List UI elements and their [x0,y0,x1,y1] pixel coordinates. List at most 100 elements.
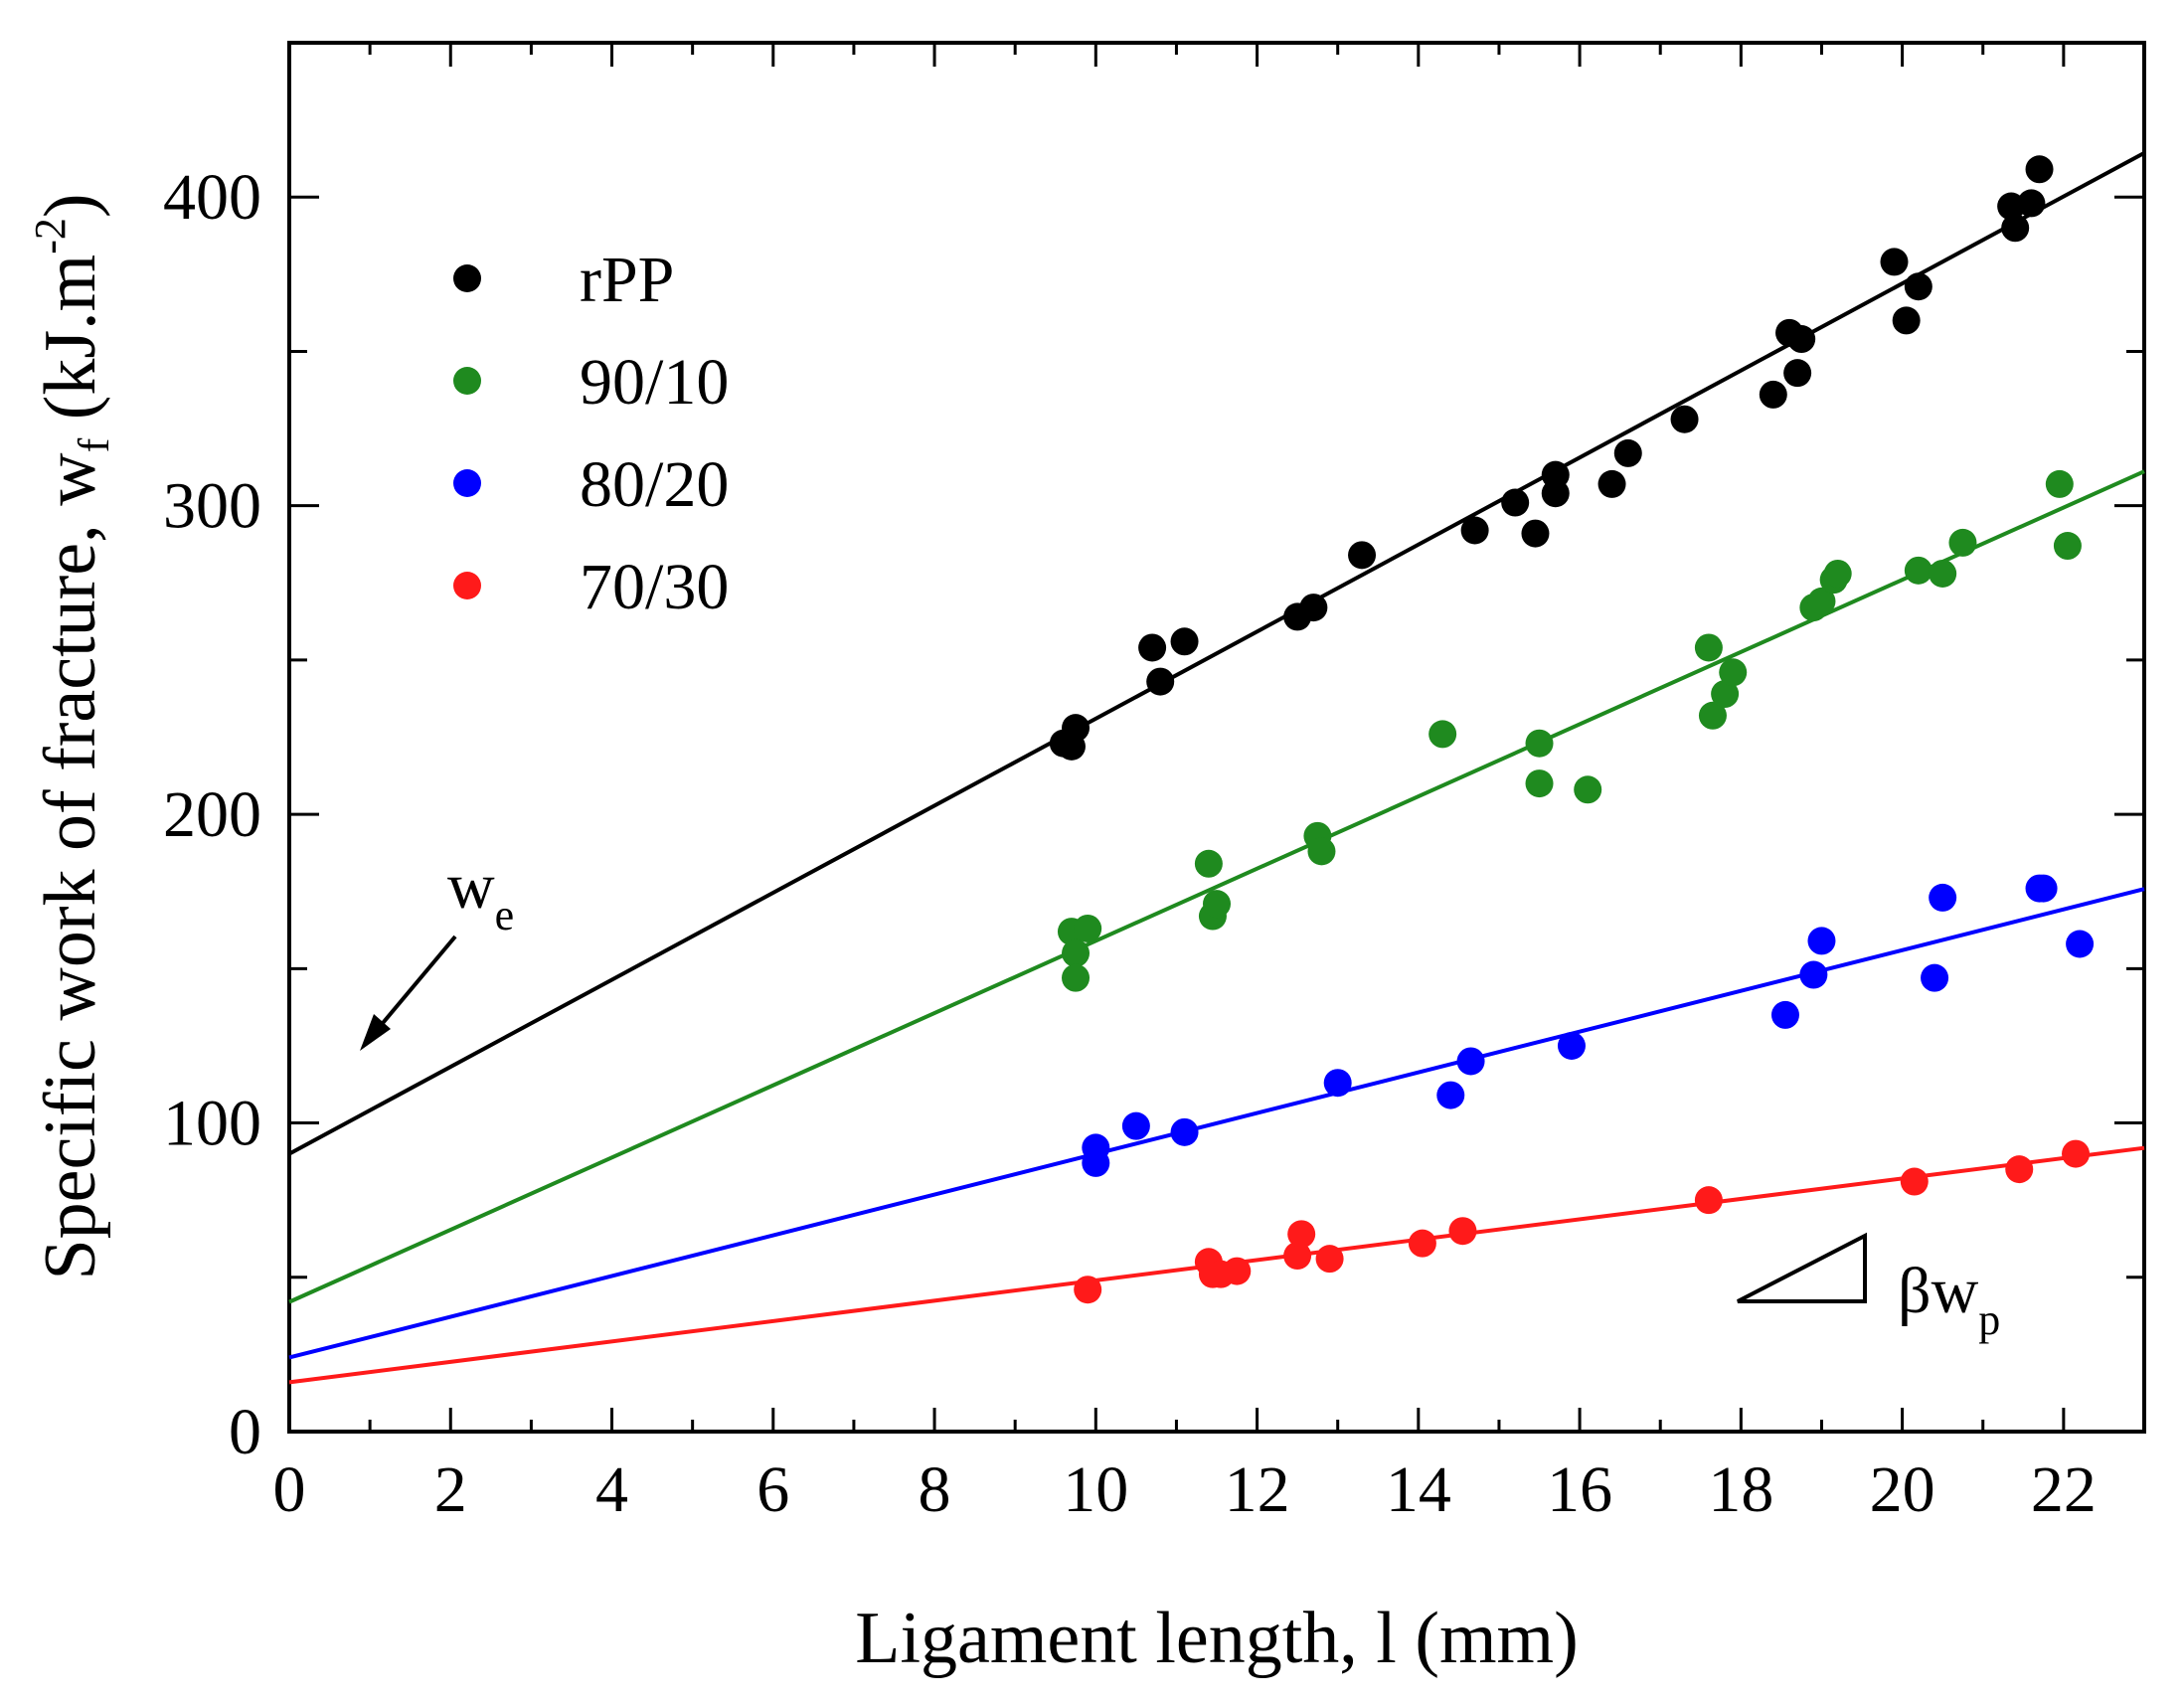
point-rpp-27 [2025,155,2054,184]
x-tick-label-10: 10 [1063,1453,1128,1526]
slope-label: βwp [1898,1255,2000,1344]
annotation-we: we [360,850,514,1051]
point-rpp-8 [1348,541,1377,570]
legend: rPP 90/10 80/20 70/30 [453,244,729,623]
legend-marker-80-20 [453,469,481,497]
tick-labels: 0 2 4 6 8 10 12 14 16 18 20 22 0 100 200 300 400 [163,161,2097,1526]
point-rpp-22 [1892,306,1921,335]
y-tick-label-200: 200 [163,778,261,851]
point-90-10-22 [1929,559,1957,588]
point-rpp-23 [1904,272,1932,301]
point-rpp-7 [1299,594,1328,622]
point-rpp-20 [1787,325,1816,354]
point-80-20-4 [1323,1069,1352,1098]
x-tick-label-8: 8 [919,1453,951,1526]
point-90-10-16 [1719,658,1748,687]
point-80-20-8 [1770,1000,1799,1029]
point-90-10-11 [1525,769,1554,798]
we-label-main: w [447,850,495,923]
point-90-10-21 [1904,556,1932,585]
point-90-10-25 [2053,532,2082,561]
we-label-sub: e [495,891,515,939]
point-rpp-21 [1880,248,1909,276]
point-80-20-9 [1799,960,1828,989]
point-90-10-2 [1062,963,1091,992]
x-tick-label-12: 12 [1225,1453,1290,1526]
point-90-10-8 [1307,837,1336,866]
y-axis-title-sub: f [70,437,118,452]
point-rpp-4 [1146,667,1175,696]
we-arrow-shaft [371,935,457,1037]
point-rpp-19 [1783,359,1812,388]
point-rpp-16 [1670,405,1699,433]
point-rpp-13 [1541,460,1570,489]
y-axis-title-sup: -2 [26,218,75,255]
point-70-30-9 [1448,1217,1477,1246]
point-rpp-10 [1501,488,1530,517]
x-tick-label-18: 18 [1708,1453,1773,1526]
point-70-30-12 [2005,1155,2034,1184]
point-90-10-24 [2045,469,2074,498]
fit-lines [288,151,2145,1385]
point-80-20-14 [2029,874,2058,903]
point-90-10-23 [1948,528,1977,557]
y-axis-title-main: Specific work of fracture, w [30,452,111,1280]
legend-marker-90-10 [453,367,481,395]
x-tick-label-6: 6 [756,1453,789,1526]
legend-label-80-20: 80/20 [580,448,729,521]
point-90-10-14 [1698,701,1727,730]
point-70-30-5 [1283,1242,1312,1271]
point-rpp-26 [2017,189,2046,218]
fit-line-90-10 [288,469,2145,1304]
point-70-30-8 [1408,1229,1436,1258]
point-90-10-15 [1711,680,1740,709]
point-90-10-20 [1823,559,1852,588]
y-axis-title-close: ) [30,193,111,218]
y-axis-title-units: (kJ.m [30,255,111,438]
point-rpp-2 [1057,732,1086,761]
point-90-10-3 [1074,914,1102,942]
we-arrow-head [360,1014,391,1051]
y-axis-title: Specific work of fracture, wf (kJ.m-2) [26,193,118,1279]
point-80-20-2 [1121,1111,1150,1140]
y-tick-label-0: 0 [229,1396,261,1468]
point-90-10-1 [1062,938,1091,967]
point-70-30-6 [1287,1220,1316,1249]
fit-line-rpp [288,151,2145,1156]
plot-frame [287,41,2146,1434]
point-90-10-12 [1574,775,1602,804]
point-80-20-3 [1170,1117,1199,1146]
slope-label-prefix: β [1898,1255,1932,1327]
point-70-30-10 [1694,1186,1723,1215]
x-tick-label-16: 16 [1547,1453,1612,1526]
data-points [1049,155,2095,1304]
point-80-20-15 [2066,930,2095,958]
point-80-20-7 [1557,1031,1586,1060]
x-tick-label-20: 20 [1870,1453,1935,1526]
x-tick-label-14: 14 [1386,1453,1451,1526]
slope-triangle [1737,1232,1867,1303]
fit-line-80-20 [288,887,2145,1360]
point-rpp-25 [2001,214,2030,243]
y-tick-label-300: 300 [163,470,261,543]
x-tick-label-4: 4 [595,1453,628,1526]
y-tick-label-100: 100 [163,1088,261,1160]
point-90-10-18 [1807,587,1836,615]
x-tick-label-22: 22 [2031,1453,2097,1526]
point-70-30-11 [1900,1167,1929,1196]
x-axis-title: Ligament length, l (mm) [855,1598,1579,1679]
y-tick-label-400: 400 [163,161,261,234]
legend-label-rpp: rPP [580,244,674,316]
x-tick-label-0: 0 [273,1453,306,1526]
legend-marker-70-30 [453,572,481,599]
point-rpp-14 [1597,469,1626,498]
point-80-20-5 [1436,1081,1465,1109]
x-tick-label-2: 2 [434,1453,467,1526]
point-90-10-6 [1203,890,1231,919]
legend-marker-rpp [453,264,481,292]
point-90-10-4 [1194,849,1223,878]
point-rpp-11 [1521,519,1550,548]
point-80-20-1 [1082,1148,1110,1177]
legend-label-90-10: 90/10 [580,346,729,419]
